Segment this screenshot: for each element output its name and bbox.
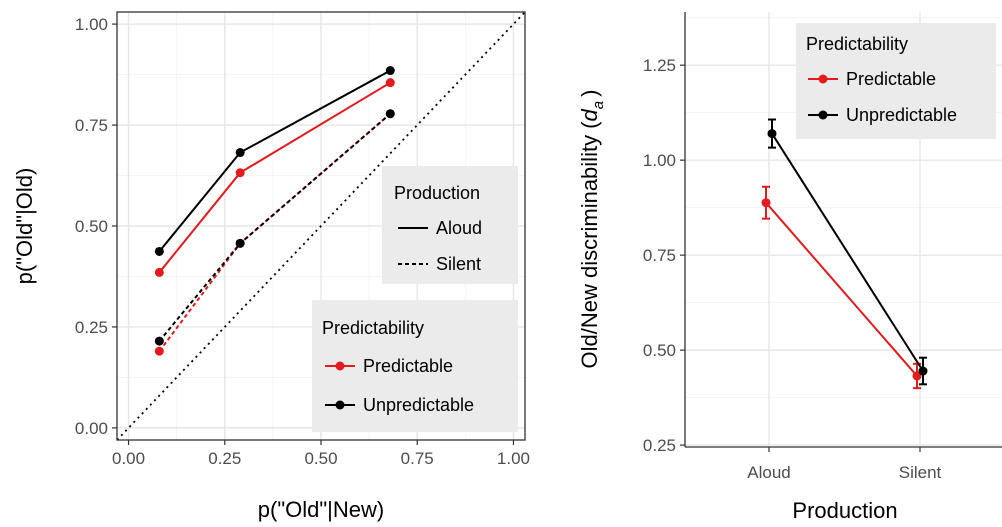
right-x-tick-label: Silent (899, 463, 942, 482)
legend-right-unpredictable-key-dot (818, 110, 828, 120)
legend-predictability-right: Predictability Predictable Unpredictable (796, 23, 996, 139)
right-series-line-unpredictable (771, 133, 924, 372)
left-series (154, 66, 395, 356)
left-ticks: 0.00 0.25 0.50 0.75 1.00 0.00 0.25 0.50 0.75 1.00 (75, 15, 530, 468)
right-series-point (761, 198, 771, 208)
legend-production-title: Production (394, 183, 480, 203)
left-series-point (385, 66, 395, 76)
legend-predictable-key-dot (335, 361, 345, 371)
right-y-tick-label: 0.75 (643, 246, 676, 265)
legend-unpredictable-label: Unpredictable (363, 395, 474, 415)
right-y-axis-title-prefix: Old/New discriminability ( (577, 121, 602, 369)
right-y-tick-label: 1.00 (643, 151, 676, 170)
left-reference-diagonal (116, 11, 526, 441)
right-y-axis-title-sub: a (590, 101, 607, 109)
left-x-tick-label: 0.50 (304, 449, 337, 468)
left-series-point (235, 168, 245, 178)
left-x-tick-label: 0.00 (112, 449, 145, 468)
right-ticks: 0.25 0.50 0.75 1.00 1.25 Aloud Silent (643, 56, 942, 482)
legend-predictability-right-title: Predictability (806, 34, 908, 54)
right-x-axis-title: Production (792, 498, 897, 523)
right-series-point (918, 366, 928, 376)
legend-predictability-left-title: Predictability (322, 318, 424, 338)
legend-right-unpredictable-label: Unpredictable (846, 105, 957, 125)
right-y-tick-label: 1.25 (643, 56, 676, 75)
left-series-point (235, 238, 245, 248)
right-series-point (912, 371, 922, 381)
left-series-point (385, 78, 395, 88)
legend-production: Production Aloud Silent (382, 166, 518, 284)
legend-predictable-label: Predictable (363, 356, 453, 376)
left-panel: 0.00 0.25 0.50 0.75 1.00 0.00 0.25 0.50 0.75 1.00… (12, 11, 530, 522)
right-y-tick-label: 0.25 (643, 436, 676, 455)
right-y-axis-title-suffix: ) (577, 90, 602, 97)
left-series-point (385, 109, 395, 119)
left-series-point (154, 246, 164, 256)
left-x-tick-label: 0.25 (208, 449, 241, 468)
left-series-point (154, 336, 164, 346)
legend-aloud-label: Aloud (436, 218, 482, 238)
right-y-axis-title-var: d (577, 108, 602, 121)
left-x-axis-title: p("Old"|New) (258, 497, 384, 522)
right-series-point (767, 129, 777, 139)
legend-right-predictable-key-dot (818, 74, 828, 84)
left-x-tick-label: 0.75 (401, 449, 434, 468)
right-y-axis-title: Old/New discriminability (da) (577, 90, 607, 369)
left-y-tick-label: 0.25 (75, 318, 108, 337)
right-series-line-predictable (765, 202, 918, 377)
right-panel: 0.25 0.50 0.75 1.00 1.25 Aloud Silent Producti… (577, 12, 1002, 523)
left-series-point (235, 148, 245, 158)
left-y-tick-label: 0.50 (75, 217, 108, 236)
legend-right-predictable-label: Predictable (846, 69, 936, 89)
left-y-tick-label: 0.75 (75, 116, 108, 135)
left-series-point (154, 267, 164, 277)
left-series-point (154, 346, 164, 356)
legend-predictability-left: Predictability Predictable Unpredictable (312, 300, 518, 432)
legend-unpredictable-key-dot (335, 400, 345, 410)
right-series (761, 118, 928, 390)
right-y-tick-label: 0.50 (643, 341, 676, 360)
right-x-tick-label: Aloud (747, 463, 790, 482)
left-y-tick-label: 0.00 (75, 419, 108, 438)
left-x-tick-label: 1.00 (497, 449, 530, 468)
left-y-tick-label: 1.00 (75, 15, 108, 34)
legend-silent-label: Silent (436, 254, 481, 274)
left-y-axis-title: p("Old"|Old) (12, 168, 37, 285)
